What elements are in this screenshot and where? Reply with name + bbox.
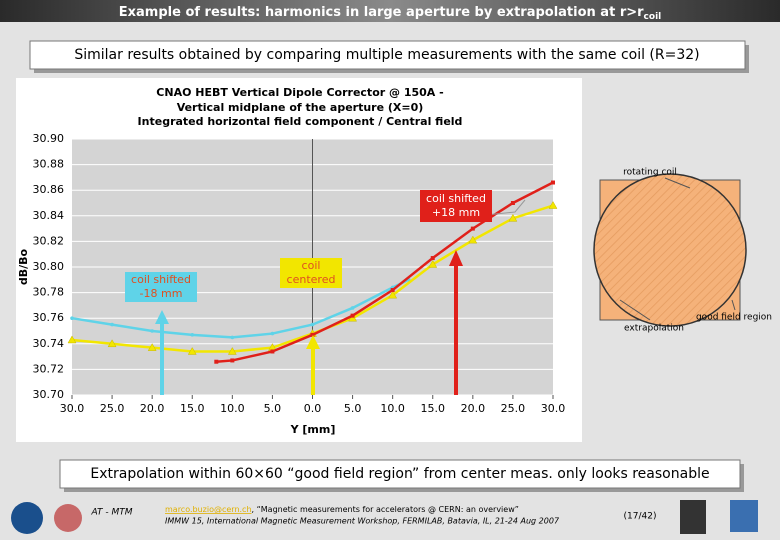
banner-bottom-text: Extrapolation within 60×60 “good field r… [90, 466, 709, 482]
annotation: coil shifted [131, 273, 191, 286]
y-tick-label: 30.88 [33, 158, 65, 171]
arrow-head [306, 335, 320, 349]
footer-talk: marco.buzio@cern.ch, “Magnetic measureme… [165, 505, 519, 514]
footer-venue: IMMW 15, International Magnetic Measurem… [165, 517, 560, 526]
page-number: (17/42) [624, 512, 657, 522]
y-tick-label: 30.84 [33, 209, 65, 222]
y-axis-label: dB/Bo [17, 248, 30, 285]
x-tick-label: 15.0 [421, 402, 446, 415]
marker [270, 349, 275, 354]
y-tick-label: 30.80 [33, 260, 65, 273]
marker [187, 346, 197, 355]
header-title: Example of results: harmonics in large a… [119, 5, 662, 22]
chart-subtitle: Integrated horizontal field component / … [138, 115, 463, 128]
arrow-head [449, 250, 463, 266]
callout-line [731, 299, 736, 311]
annotation: -18 mm [140, 287, 183, 300]
x-tick-label: 10.0 [380, 402, 405, 415]
marker [70, 316, 74, 321]
y-tick-label: 30.72 [33, 362, 65, 375]
marker [190, 333, 195, 337]
marker [230, 358, 235, 363]
marker [350, 306, 355, 310]
annotation-box [125, 272, 197, 302]
y-tick-label: 30.74 [33, 337, 65, 350]
y-tick-label: 30.86 [33, 183, 65, 196]
x-tick-label: 25.0 [501, 402, 526, 415]
marker [470, 226, 475, 231]
x-tick-label: 0.0 [304, 402, 322, 415]
x-tick-label: 5.0 [264, 402, 282, 415]
x-tick-label: 20.0 [140, 402, 165, 415]
marker [107, 339, 117, 348]
annotation-box [280, 258, 342, 288]
callout-line [619, 299, 651, 321]
marker [428, 259, 438, 268]
annotation: centered [287, 273, 336, 286]
banner-bottom [59, 459, 741, 489]
banner-top-text: Similar results obtained by comparing mu… [74, 47, 699, 63]
marker [310, 332, 315, 337]
chart-subtitle: Vertical midplane of the aperture (X=0) [177, 101, 424, 114]
arrow-head [155, 310, 169, 324]
callout-line [664, 177, 691, 189]
series-line [216, 181, 554, 363]
marker [551, 180, 555, 185]
marker [230, 335, 235, 340]
logo [54, 504, 82, 532]
marker [548, 201, 558, 209]
marker [388, 290, 398, 299]
chart-title: CNAO HEBT Vertical Dipole Corrector @ 15… [156, 86, 443, 99]
marker [430, 256, 435, 261]
y-tick-label: 30.70 [33, 388, 65, 401]
coil-circle [593, 173, 747, 327]
x-tick-label: 30.0 [60, 402, 85, 415]
marker [508, 213, 518, 222]
marker [67, 335, 77, 344]
y-tick-label: 30.90 [33, 132, 65, 145]
marker [150, 329, 154, 333]
marker [214, 359, 219, 364]
banner-top [29, 40, 746, 70]
annotation: coil [302, 259, 321, 272]
x-tick-label: 5.0 [344, 402, 362, 415]
x-tick-label: 10.0 [220, 402, 245, 415]
coil-label: rotating coil [623, 168, 677, 178]
y-tick-label: 30.82 [33, 234, 65, 247]
logo [730, 500, 758, 532]
marker [110, 322, 114, 327]
marker [310, 322, 315, 327]
logo [680, 500, 706, 534]
annotation: +18 mm [432, 206, 480, 219]
x-tick-label: 25.0 [100, 402, 125, 415]
series-line [71, 278, 410, 339]
marker [147, 343, 157, 351]
header-bar [0, 0, 780, 22]
logo [11, 502, 43, 534]
x-tick-label: 15.0 [180, 402, 205, 415]
y-tick-label: 30.78 [33, 286, 65, 299]
marker [350, 313, 355, 318]
marker [270, 331, 275, 336]
marker [468, 235, 478, 244]
x-tick-label: 20.0 [461, 402, 486, 415]
annotation: coil shifted [426, 192, 486, 205]
logo-text: AT - MTM [91, 508, 133, 518]
marker [390, 288, 395, 293]
y-tick-label: 30.76 [33, 311, 65, 324]
annotation-box [420, 190, 492, 222]
marker [510, 201, 515, 205]
x-axis-label: Y [mm] [290, 423, 336, 436]
x-tick-label: 30.0 [541, 402, 566, 415]
marker [227, 346, 237, 355]
extrapolation-label: extrapolation [624, 324, 684, 334]
region-label: good field region [696, 313, 772, 323]
